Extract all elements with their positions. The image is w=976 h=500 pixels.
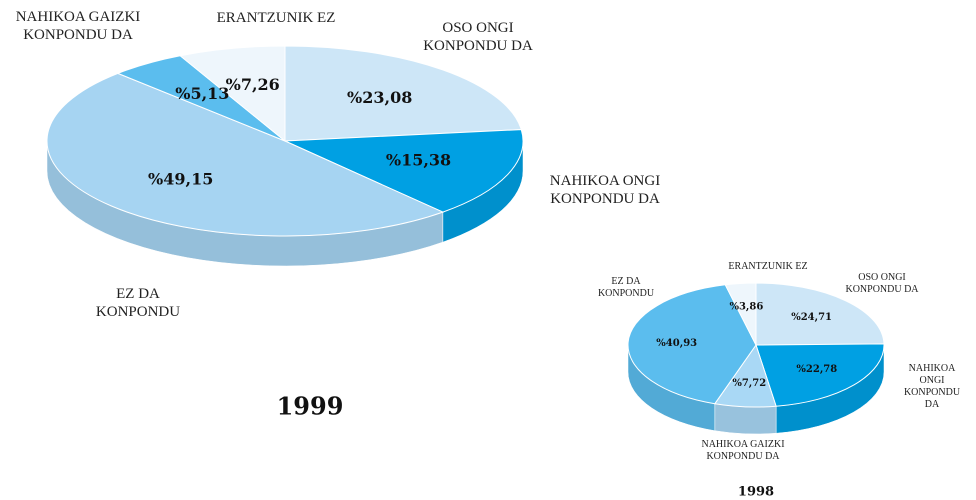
category-label: ERANTZUNIK EZ — [216, 10, 336, 26]
slice — [284, 45, 522, 142]
category-label: NAHIKOA GAIZKI KONPONDU DA — [701, 439, 785, 462]
chart-title: 1998 — [738, 485, 774, 500]
category-label: NAHIKOA ONGI KONPONDU DA — [549, 173, 661, 207]
value-label: %23,08 — [347, 88, 412, 107]
category-label: EZ DA KONPONDU — [597, 276, 655, 299]
category-label: OSO ONGI KONPONDU DA — [423, 20, 533, 54]
value-label: %3,86 — [729, 301, 763, 312]
category-label: ERANTZUNIK EZ — [728, 261, 808, 272]
category-label: NAHIKOA GAIZKI KONPONDU DA — [15, 9, 141, 43]
value-label: %22,78 — [796, 364, 837, 375]
chart-title: 1999 — [277, 392, 344, 421]
category-label: EZ DA KONPONDU — [95, 286, 181, 320]
slice — [627, 284, 757, 405]
slice-side — [714, 403, 777, 435]
slice — [724, 282, 757, 346]
category-label: OSO ONGI KONPONDU DA — [845, 272, 919, 295]
slice — [755, 343, 885, 407]
value-label: %7,26 — [226, 75, 280, 94]
value-label: %24,71 — [791, 312, 832, 323]
value-label: %5,13 — [175, 84, 229, 103]
category-label: NAHIKOA ONGI KONPONDU DA — [903, 363, 961, 410]
value-label: %15,38 — [386, 151, 451, 170]
value-label: %7,72 — [732, 378, 766, 389]
slice — [179, 45, 286, 143]
slice — [46, 72, 445, 237]
slice — [284, 129, 524, 213]
value-label: %49,15 — [148, 169, 213, 188]
slice — [755, 282, 885, 346]
value-label: %40,93 — [656, 338, 697, 349]
